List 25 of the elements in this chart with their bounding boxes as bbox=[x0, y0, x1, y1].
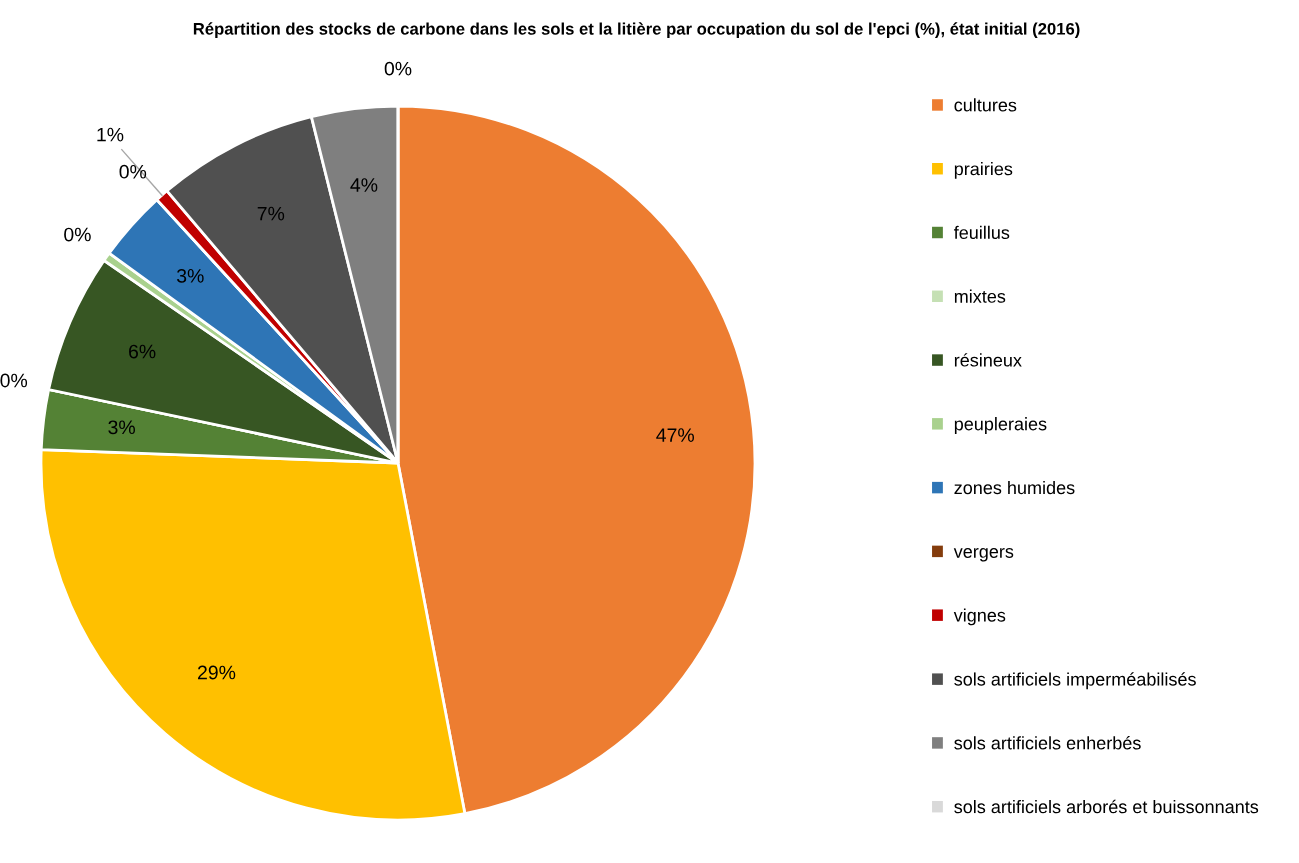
legend-label: vignes bbox=[953, 608, 1006, 626]
text: 0% bbox=[119, 164, 147, 179]
data-label: 3% bbox=[176, 268, 204, 283]
legend-label: peupleraies bbox=[954, 417, 1047, 434]
legend-label: résineux bbox=[954, 353, 1022, 367]
data-label: 1% bbox=[97, 127, 124, 142]
legend-label: sols artificiels enherbés bbox=[954, 735, 1141, 750]
data-label: 7% bbox=[257, 206, 285, 221]
legend-label: feuillus bbox=[953, 225, 1010, 240]
data-label: 3% bbox=[108, 420, 135, 435]
legend-label: mixtes bbox=[954, 289, 1006, 303]
text: 0% bbox=[0, 373, 28, 388]
data-label: 29% bbox=[198, 665, 236, 680]
legend-label: zones humides bbox=[954, 480, 1075, 495]
legend-label: vergers bbox=[953, 548, 1014, 562]
legend-label: sols artificiels arborés et buissonnants bbox=[954, 799, 1259, 814]
data-label: 4% bbox=[350, 178, 378, 192]
legend-label: cultures bbox=[954, 98, 1017, 112]
data-label: 6% bbox=[129, 344, 156, 359]
legend-label: prairies bbox=[954, 162, 1013, 179]
chart-title: Répartition des stocks de carbone dans les sols et la litière par occupation du sol de l'epci (%), état initial (2016) bbox=[193, 22, 1080, 39]
data-label: 0% bbox=[64, 227, 91, 242]
data-label: 47% bbox=[656, 428, 694, 442]
text: 0% bbox=[384, 61, 412, 76]
legend-label: sols artificiels imperméabilisés bbox=[954, 672, 1196, 690]
